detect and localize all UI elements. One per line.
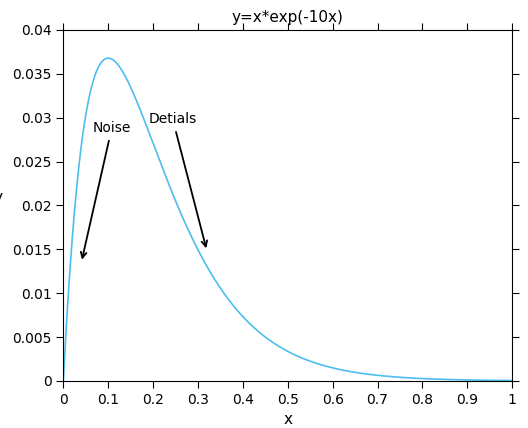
- Text: Noise: Noise: [81, 121, 131, 258]
- Text: Detials: Detials: [149, 113, 207, 247]
- X-axis label: x: x: [283, 412, 293, 427]
- Title: y=x*exp(-10x): y=x*exp(-10x): [232, 9, 344, 25]
- Y-axis label: y: y: [0, 190, 3, 205]
